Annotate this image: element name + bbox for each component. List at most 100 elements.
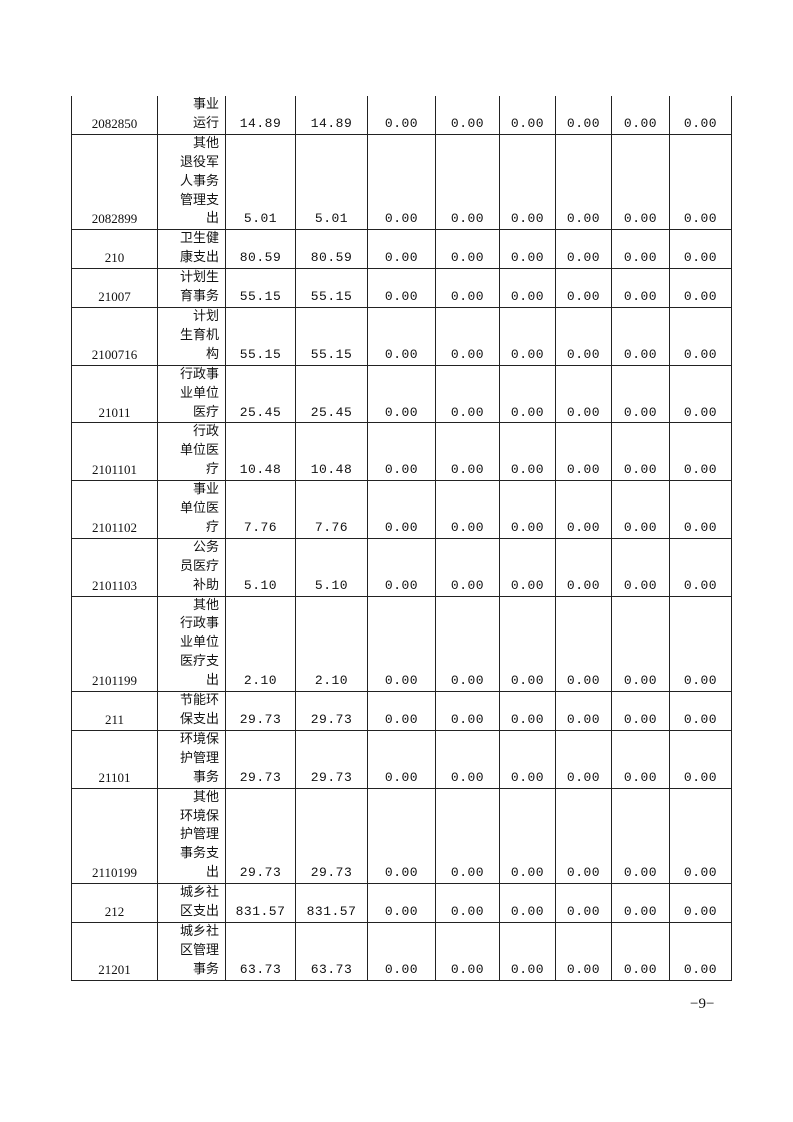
row-value: 29.73 bbox=[225, 691, 296, 731]
row-value: 0.00 bbox=[435, 922, 500, 981]
row-code: 212 bbox=[71, 883, 158, 923]
row-value: 0.00 bbox=[611, 307, 670, 366]
row-value: 25.45 bbox=[295, 365, 368, 424]
row-name: 事业 单位医 疗 bbox=[157, 480, 226, 539]
table-row: 2101103 公务 员医疗 补助 5.10 5.10 0.00 0.00 0.00 0.00… bbox=[71, 538, 732, 597]
row-value: 55.15 bbox=[295, 307, 368, 366]
row-code: 2101103 bbox=[71, 538, 158, 597]
table-row: 211 节能环 保支出 29.73 29.73 0.00 0.00 0.00 0.00 0.00… bbox=[71, 691, 732, 731]
row-value: 0.00 bbox=[555, 422, 612, 482]
row-value: 0.00 bbox=[435, 883, 500, 923]
row-value: 80.59 bbox=[295, 229, 368, 270]
row-code: 21101 bbox=[71, 730, 158, 789]
row-value: 831.57 bbox=[225, 883, 296, 923]
row-value: 5.10 bbox=[295, 538, 368, 597]
row-value: 0.00 bbox=[611, 422, 670, 482]
row-value: 0.00 bbox=[435, 307, 500, 366]
row-value: 5.01 bbox=[295, 134, 368, 231]
row-code: 21011 bbox=[71, 365, 158, 424]
row-value: 80.59 bbox=[225, 229, 296, 270]
row-value: 0.00 bbox=[499, 788, 556, 885]
row-value: 2.10 bbox=[225, 596, 296, 693]
row-value: 0.00 bbox=[669, 307, 732, 366]
row-value: 0.00 bbox=[367, 307, 436, 366]
row-value: 0.00 bbox=[499, 96, 556, 135]
row-value: 63.73 bbox=[295, 922, 368, 981]
row-code: 21201 bbox=[71, 922, 158, 981]
row-value: 0.00 bbox=[435, 134, 500, 231]
row-value: 0.00 bbox=[669, 883, 732, 923]
row-value: 0.00 bbox=[435, 229, 500, 270]
row-value: 0.00 bbox=[611, 480, 670, 539]
row-value: 0.00 bbox=[555, 883, 612, 923]
row-value: 0.00 bbox=[611, 96, 670, 135]
row-code: 2110199 bbox=[71, 788, 158, 885]
row-value: 55.15 bbox=[295, 268, 368, 308]
row-value: 0.00 bbox=[555, 96, 612, 135]
row-value: 0.00 bbox=[499, 730, 556, 789]
row-value: 0.00 bbox=[611, 788, 670, 885]
row-value: 14.89 bbox=[295, 96, 368, 135]
row-value: 0.00 bbox=[669, 788, 732, 885]
row-value: 0.00 bbox=[435, 691, 500, 731]
row-name: 行政 单位医 疗 bbox=[157, 422, 226, 482]
row-value: 0.00 bbox=[611, 229, 670, 270]
row-value: 0.00 bbox=[367, 229, 436, 270]
row-value: 7.76 bbox=[225, 480, 296, 539]
row-value: 0.00 bbox=[367, 596, 436, 693]
row-value: 0.00 bbox=[499, 307, 556, 366]
row-value: 0.00 bbox=[435, 788, 500, 885]
row-value: 0.00 bbox=[367, 268, 436, 308]
row-code: 2082899 bbox=[71, 134, 158, 231]
row-value: 0.00 bbox=[499, 422, 556, 482]
table-row: 2082899 其他 退役军 人事务 管理支 出 5.01 5.01 0.00 0.00 0… bbox=[71, 134, 732, 231]
table-row: 2100716 计划 生育机 构 55.15 55.15 0.00 0.00 0.00 0.0… bbox=[71, 307, 732, 366]
row-name: 节能环 保支出 bbox=[157, 691, 226, 731]
row-value: 0.00 bbox=[555, 538, 612, 597]
row-value: 0.00 bbox=[367, 883, 436, 923]
row-code: 21007 bbox=[71, 268, 158, 308]
row-value: 0.00 bbox=[435, 730, 500, 789]
row-name: 计划生 育事务 bbox=[157, 268, 226, 308]
row-value: 0.00 bbox=[499, 922, 556, 981]
row-code: 2101199 bbox=[71, 596, 158, 693]
row-value: 0.00 bbox=[669, 422, 732, 482]
row-name: 事业 运行 bbox=[157, 96, 226, 135]
row-value: 0.00 bbox=[669, 268, 732, 308]
row-value: 0.00 bbox=[669, 480, 732, 539]
row-name: 公务 员医疗 补助 bbox=[157, 538, 226, 597]
row-value: 25.45 bbox=[225, 365, 296, 424]
row-name: 其他 行政事 业单位 医疗支 出 bbox=[157, 596, 226, 693]
row-value: 0.00 bbox=[611, 883, 670, 923]
page-number: −9− bbox=[690, 995, 715, 1012]
row-value: 0.00 bbox=[367, 96, 436, 135]
row-value: 0.00 bbox=[435, 422, 500, 482]
row-value: 0.00 bbox=[435, 480, 500, 539]
row-value: 0.00 bbox=[669, 229, 732, 270]
row-name: 城乡社 区管理 事务 bbox=[157, 922, 226, 981]
row-name: 其他 退役军 人事务 管理支 出 bbox=[157, 134, 226, 231]
row-name: 环境保 护管理 事务 bbox=[157, 730, 226, 789]
row-value: 0.00 bbox=[367, 422, 436, 482]
row-value: 0.00 bbox=[611, 538, 670, 597]
row-value: 0.00 bbox=[669, 96, 732, 135]
row-value: 29.73 bbox=[225, 788, 296, 885]
row-value: 0.00 bbox=[435, 96, 500, 135]
budget-table: 2082850 事业 运行 14.89 14.89 0.00 0.00 0.00 0.00 0.… bbox=[71, 96, 732, 981]
row-value: 0.00 bbox=[435, 596, 500, 693]
row-value: 0.00 bbox=[669, 691, 732, 731]
row-value: 5.01 bbox=[225, 134, 296, 231]
row-value: 0.00 bbox=[611, 922, 670, 981]
row-value: 0.00 bbox=[611, 268, 670, 308]
row-value: 0.00 bbox=[499, 365, 556, 424]
row-value: 0.00 bbox=[435, 365, 500, 424]
row-value: 0.00 bbox=[367, 730, 436, 789]
row-value: 0.00 bbox=[499, 268, 556, 308]
row-value: 0.00 bbox=[611, 365, 670, 424]
row-name: 其他 环境保 护管理 事务支 出 bbox=[157, 788, 226, 885]
row-value: 0.00 bbox=[555, 365, 612, 424]
row-value: 0.00 bbox=[611, 596, 670, 693]
row-value: 0.00 bbox=[555, 307, 612, 366]
row-value: 55.15 bbox=[225, 307, 296, 366]
table-row: 2082850 事业 运行 14.89 14.89 0.00 0.00 0.00 0.00 0.… bbox=[71, 96, 732, 135]
